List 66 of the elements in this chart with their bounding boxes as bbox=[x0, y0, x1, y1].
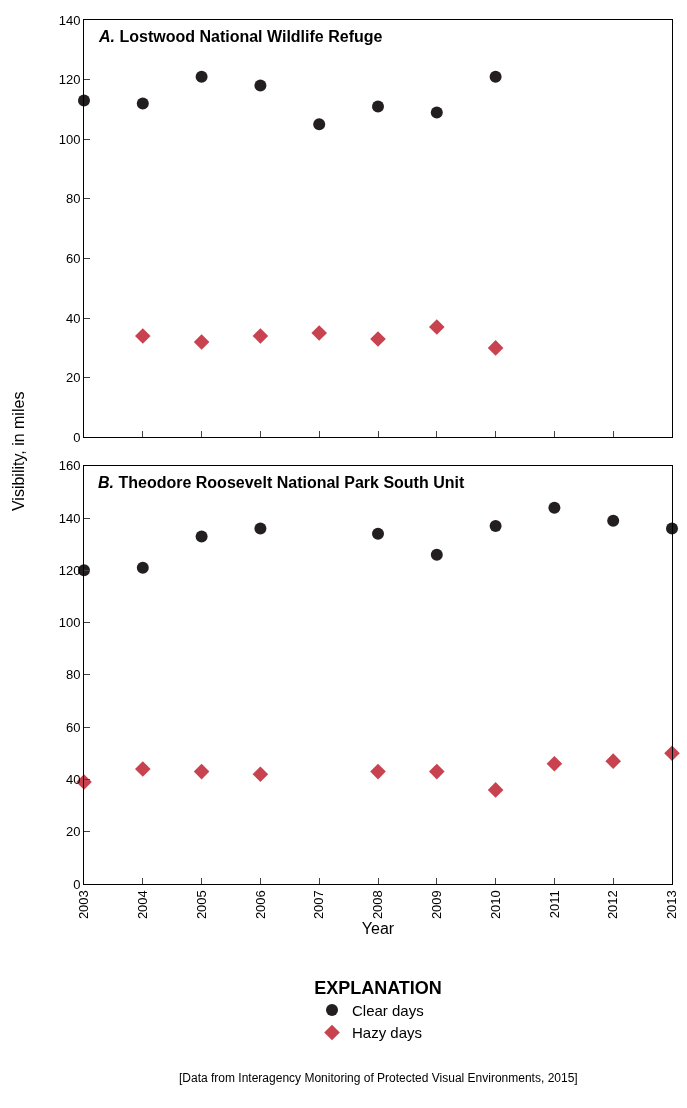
point bbox=[135, 761, 151, 777]
point bbox=[311, 325, 327, 341]
y-tick-label: 60 bbox=[65, 719, 81, 735]
point bbox=[664, 745, 680, 762]
y-tick-label: 80 bbox=[65, 191, 81, 207]
x-axis-title: Year bbox=[361, 919, 395, 937]
y-tick-label: 100 bbox=[58, 615, 81, 631]
point bbox=[313, 118, 326, 131]
y-tick-label: 0 bbox=[73, 876, 81, 892]
y-axis-title: Visibility, in miles bbox=[10, 391, 28, 512]
point bbox=[430, 106, 443, 119]
point bbox=[605, 753, 621, 769]
x-tick-label: 2008 bbox=[370, 890, 386, 920]
legend-label: Hazy days bbox=[352, 1024, 423, 1042]
y-tick-label: 20 bbox=[65, 824, 81, 840]
point bbox=[135, 328, 151, 344]
point bbox=[548, 501, 561, 514]
y-tick-label: 0 bbox=[73, 429, 81, 445]
text: A. Lostwood National Wildlife Refuge bbox=[98, 28, 383, 45]
point bbox=[489, 70, 502, 83]
y-tick-label: 40 bbox=[65, 772, 81, 787]
y-tick-label: 120 bbox=[58, 72, 81, 88]
y-tick-label: 80 bbox=[65, 667, 81, 683]
x-tick-label: 2004 bbox=[135, 890, 151, 920]
point bbox=[429, 319, 445, 335]
x-tick-label: 2012 bbox=[605, 890, 621, 920]
point bbox=[195, 530, 208, 543]
point bbox=[254, 79, 267, 92]
text: B. Theodore Roosevelt National Park South Unit bbox=[98, 474, 465, 491]
point bbox=[607, 514, 620, 527]
point bbox=[372, 100, 384, 113]
y-tick-label: 20 bbox=[65, 370, 81, 386]
point bbox=[430, 548, 443, 561]
x-tick-label: 2005 bbox=[193, 890, 209, 920]
y-tick-label: 160 bbox=[58, 458, 81, 474]
point bbox=[546, 755, 563, 772]
x-tick-label: 2007 bbox=[311, 890, 327, 920]
point bbox=[429, 763, 445, 780]
y-tick-label: 40 bbox=[65, 310, 81, 326]
point bbox=[252, 328, 269, 344]
legend-label: Clear days bbox=[352, 1001, 424, 1019]
x-tick-label: 2013 bbox=[664, 890, 680, 920]
point bbox=[193, 334, 210, 350]
y-tick-label: 140 bbox=[58, 12, 81, 28]
point bbox=[487, 782, 504, 798]
y-tick-label: 60 bbox=[65, 251, 81, 267]
y-tick-label: 100 bbox=[58, 131, 81, 147]
point bbox=[487, 340, 504, 356]
text: [Data from Interagency Monitoring of Protected Visual Environments, 2015] bbox=[179, 1071, 578, 1085]
point bbox=[489, 519, 502, 532]
point bbox=[372, 527, 384, 540]
point bbox=[193, 763, 210, 780]
point bbox=[370, 331, 386, 347]
x-tick-label: 2011 bbox=[546, 890, 562, 919]
point bbox=[252, 766, 269, 783]
x-tick-label: 2009 bbox=[429, 890, 445, 920]
x-tick-label: 2006 bbox=[252, 890, 268, 920]
point bbox=[254, 522, 267, 535]
point bbox=[136, 561, 149, 574]
y-tick-label: 140 bbox=[58, 510, 81, 526]
x-tick-label: 2003 bbox=[76, 890, 92, 920]
point bbox=[136, 97, 149, 110]
x-tick-label: 2010 bbox=[487, 890, 503, 920]
legend-title: EXPLANATION bbox=[314, 977, 442, 998]
point bbox=[195, 70, 208, 83]
point bbox=[370, 763, 386, 780]
